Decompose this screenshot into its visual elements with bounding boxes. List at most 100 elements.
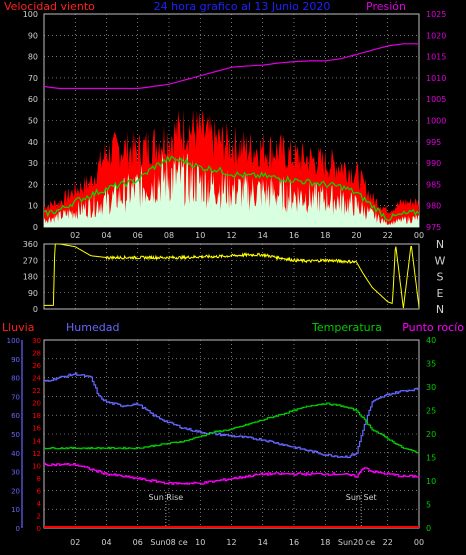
wind-speed-tick-label: 100 <box>23 10 38 19</box>
climate-x-tick-label: 16 <box>289 538 299 547</box>
rain-tick-label: 12 <box>32 450 41 458</box>
climate-axes: 0102030405060708090100024681012141618202… <box>7 336 437 533</box>
wind-x-tick-label: 04 <box>101 231 111 240</box>
wind-speed-tick-label: 90 <box>28 31 38 40</box>
wind-speed-tick-label: 50 <box>28 117 38 126</box>
rain-tick-label: 28 <box>32 350 41 358</box>
climate-x-tick-label: 02 <box>70 538 80 547</box>
wind-x-tick-label: 18 <box>320 231 330 240</box>
climate-series <box>44 372 420 528</box>
wind-x-tick-label: 16 <box>289 231 299 240</box>
humidity-tick-label: 20 <box>11 487 20 495</box>
pressure-tick-label: 1025 <box>426 10 446 19</box>
temperature-tick-label: 30 <box>426 383 436 392</box>
temperature-tick-label: 5 <box>426 501 431 510</box>
direction-tick-label: 360 <box>23 240 38 249</box>
wind-speed-axis: 0 10 20 30 40 50 60 70 80 90 100 <box>23 10 38 232</box>
wind-average-series <box>43 155 420 222</box>
temperature-tick-label: 0 <box>426 524 431 533</box>
wind-x-tick-label: 10 <box>195 231 205 240</box>
wind-x-tick-label: 00 <box>414 231 424 240</box>
wind-speed-tick-label: 80 <box>28 53 38 62</box>
rain-tick-label: 8 <box>37 475 41 483</box>
climate-x-tick-label: 22 <box>383 538 393 547</box>
temperature-tick-label: 15 <box>426 454 436 463</box>
wind-speed-title: Velocidad viento <box>4 0 95 13</box>
compass-label: S <box>437 271 444 284</box>
humidity-tick-label: 50 <box>11 431 20 439</box>
rain-tick-label: 0 <box>37 525 41 533</box>
rain-tick-label: 14 <box>32 437 41 445</box>
humidity-tick-label: 60 <box>11 412 20 420</box>
pressure-tick-label: 1010 <box>426 74 446 83</box>
temperature-title: Temperatura <box>311 321 382 334</box>
direction-tick-label: 0 <box>33 305 38 314</box>
rain-tick-label: 20 <box>32 400 41 408</box>
pressure-series <box>43 43 419 90</box>
pressure-tick-label: 990 <box>426 159 441 168</box>
direction-tick-label: 270 <box>23 256 38 265</box>
pressure-tick-label: 1015 <box>426 53 446 62</box>
wind-speed-series <box>44 152 419 227</box>
climate-x-tick-label: Sun08 ce <box>150 538 187 547</box>
rain-tick-label: 18 <box>32 412 41 420</box>
humidity-tick-label: 70 <box>11 393 20 401</box>
sun-marker-label: Sun Rise <box>149 493 184 502</box>
climate-x-axis: 02 04 06 Sun08 ce 10 12 14 16 18 Sun20 ce 22 00 <box>70 538 424 547</box>
wind-x-tick-label: 22 <box>383 231 393 240</box>
pressure-tick-label: 995 <box>426 138 441 147</box>
wind-x-tick-label: 08 <box>164 231 174 240</box>
rain-tick-label: 4 <box>37 500 42 508</box>
direction-tick-label: 90 <box>28 289 38 298</box>
dewpoint-title: Punto rocío <box>402 321 464 334</box>
temperature-tick-label: 20 <box>426 430 436 439</box>
humidity-tick-label: 90 <box>11 356 20 364</box>
wind-speed-tick-label: 40 <box>28 138 38 147</box>
climate-x-tick-label: 00 <box>414 538 424 547</box>
direction-tick-label: 180 <box>23 273 38 282</box>
wind-speed-tick-label: 0 <box>33 223 38 232</box>
compass-label: N <box>436 303 444 316</box>
compass-label: W <box>435 254 446 267</box>
rain-tick-label: 2 <box>37 512 41 520</box>
wind-x-tick-label: 06 <box>133 231 143 240</box>
pressure-tick-label: 985 <box>426 180 441 189</box>
pressure-tick-label: 1000 <box>426 117 446 126</box>
pressure-axis: 975 980 985 990 995 1000 1005 1010 1015 1020 1025 <box>426 10 446 232</box>
humidity-tick-label: 100 <box>7 337 20 345</box>
wind-speed-tick-label: 20 <box>28 180 38 189</box>
rain-tick-label: 6 <box>37 487 42 495</box>
wind-x-tick-label: 14 <box>258 231 268 240</box>
rain-tick-label: 24 <box>32 375 41 383</box>
temperature-series <box>44 402 420 454</box>
rain-tick-label: 26 <box>32 362 41 370</box>
direction-axis: 0 90 180 270 360 <box>23 240 38 314</box>
pressure-title: Presión <box>366 0 406 13</box>
wind-x-tick-label: 20 <box>351 231 361 240</box>
compass-label: E <box>437 287 444 300</box>
rain-tick-label: 22 <box>32 387 41 395</box>
chart-title: 24 hora grafico al 13 Junio 2020 <box>154 0 331 13</box>
compass-label: N <box>436 238 444 251</box>
sun-marker-label: Sun Set <box>346 493 377 502</box>
wind-direction-series <box>44 243 420 309</box>
wind-speed-tick-label: 60 <box>28 95 38 104</box>
pressure-tick-label: 1020 <box>426 31 446 40</box>
climate-x-tick-label: 18 <box>320 538 330 547</box>
wind-x-tick-label: 12 <box>226 231 236 240</box>
wind-x-axis: 02 04 06 08 10 12 14 16 18 20 22 00 <box>70 231 424 240</box>
wind-series <box>43 43 420 227</box>
wind-x-tick-label: 02 <box>70 231 80 240</box>
humidity-title: Humedad <box>66 321 119 334</box>
humidity-series <box>44 372 420 459</box>
wind-speed-tick-label: 70 <box>28 74 38 83</box>
climate-x-tick-label: Sun20 ce <box>338 538 375 547</box>
climate-x-tick-label: 06 <box>133 538 143 547</box>
rain-tick-label: 16 <box>32 425 41 433</box>
rain-tick-label: 30 <box>32 337 41 345</box>
climate-panel-grid <box>44 340 420 528</box>
temperature-tick-label: 35 <box>426 360 436 369</box>
dewpoint-series <box>44 462 420 485</box>
